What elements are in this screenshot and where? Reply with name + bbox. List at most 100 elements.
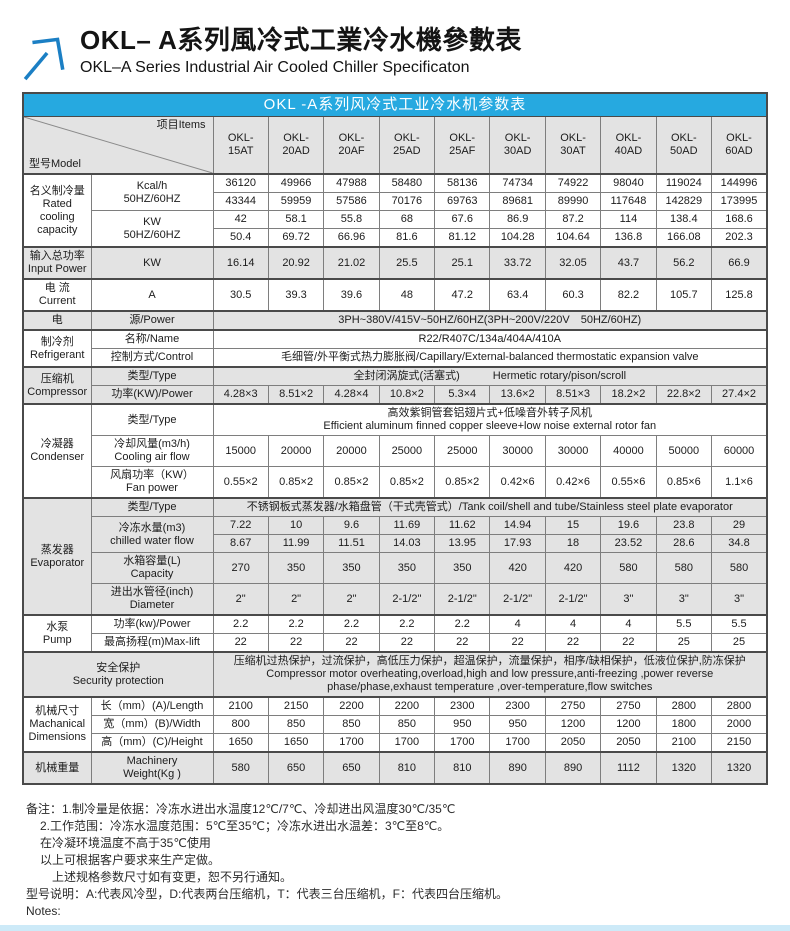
spec-value: 49966: [267, 173, 325, 193]
spec-value: 14.03: [378, 534, 436, 553]
spec-value: 22: [212, 633, 269, 653]
table-title-row: OKL -A系列风冷式工业冷水机参数表: [22, 92, 768, 117]
note-line: 以上可根据客户要求来生产定做。: [40, 853, 221, 867]
spec-value: 58136: [434, 173, 491, 193]
spec-value: 0.42×6: [544, 466, 602, 499]
spec-value: 15000: [212, 435, 269, 467]
spec-value: 22: [489, 633, 546, 653]
spec-row: 机械尺寸 Machanical Dimensions 长（mm）(A)/Lengt…: [22, 696, 768, 753]
spec-value: 59959: [267, 192, 325, 211]
spec-value: 420: [489, 552, 546, 584]
spec-value: 69.72: [267, 228, 325, 248]
row-item-label: 冷却风量(m3/h) Cooling air flow: [90, 435, 214, 467]
spec-span-value: 3PH~380V/415V~50HZ/60HZ(3PH~200V/220V 50…: [212, 310, 768, 331]
spec-value: 810: [434, 751, 491, 785]
spec-value: 850: [378, 715, 436, 734]
spec-value: 8.51×2: [267, 385, 325, 405]
spec-value: 2100: [212, 696, 269, 716]
spec-value: 69763: [434, 192, 491, 211]
row-item-label: 控制方式/Control: [90, 348, 214, 368]
spec-value: 70176: [378, 192, 436, 211]
spec-value: 136.8: [600, 228, 657, 248]
spec-value: 2750: [544, 696, 602, 716]
spec-value: 22: [378, 633, 436, 653]
spec-value: 43344: [212, 192, 269, 211]
spec-row: 冷却风量(m3/h) Cooling air flow 15000 20000 200…: [23, 435, 768, 467]
row-group-label: 压缩机 Compressor: [22, 366, 92, 405]
spec-value: 57586: [323, 192, 380, 211]
spec-value: 2100: [655, 733, 713, 753]
spec-value: 2300: [489, 696, 546, 716]
spec-value: 5.5: [655, 614, 713, 634]
spec-value: 1700: [378, 733, 436, 753]
spec-value: 10: [267, 516, 325, 535]
spec-value: 89990: [544, 192, 602, 211]
spec-value: 2800: [655, 696, 713, 716]
model-header: OKL- 20AD: [267, 116, 325, 175]
footer-accent-bar: [0, 925, 790, 931]
spec-value: 4: [489, 614, 546, 634]
spec-row: 高（mm）(C)/Height 1650 1650 1700 1700 1700 1700 2…: [23, 733, 768, 753]
spec-value: 55.8: [323, 210, 380, 229]
spec-value: 350: [378, 552, 436, 584]
spec-value: 81.12: [434, 228, 491, 248]
spec-table: OKL -A系列风冷式工业冷水机参数表 项目Items 型号Model OKL-…: [22, 92, 768, 785]
spec-value: 48: [378, 278, 436, 312]
spec-value: 2300: [434, 696, 491, 716]
titles: OKL– A系列風冷式工業冷水機參數表 OKL–A Series Industr…: [80, 24, 522, 79]
spec-value: 22: [434, 633, 491, 653]
row-group-label: 蒸发器 Evaporator: [22, 497, 92, 616]
spec-value: 114: [600, 210, 657, 229]
spec-value: 2-1/2": [489, 583, 546, 616]
spec-value: 1650: [212, 733, 269, 753]
spec-value: 22.8×2: [655, 385, 713, 405]
spec-span-value: 不锈钢板式蒸发器/水箱盘管（干式壳管式）/Tank coil/shell and…: [212, 497, 768, 517]
spec-value: 2000: [711, 715, 768, 734]
spec-value: 19.6: [600, 516, 657, 535]
spec-row: 冷冻水量(m3) chilled water flow 7.22 10 9.6 11.6…: [23, 516, 768, 553]
spec-value: 0.42×6: [489, 466, 546, 499]
row-item-label: 类型/Type: [90, 366, 214, 386]
spec-table-body: OKL -A系列风冷式工业冷水机参数表 项目Items 型号Model OKL-…: [22, 92, 768, 785]
spec-value: 580: [711, 552, 768, 584]
spec-row: KW 50HZ/60HZ 42 58.1 55.8 68 67.6 86.9 87.2 114 1…: [23, 210, 768, 248]
row-group-label: 安全保护 Security protection: [22, 651, 214, 698]
row-group-label: 机械尺寸 Machanical Dimensions: [22, 696, 92, 753]
spec-value: 0.85×6: [655, 466, 713, 499]
diagonal-divider: [24, 117, 213, 173]
model-header: OKL- 25AF: [434, 116, 491, 175]
row-item-label: 长（mm）(A)/Length: [90, 696, 214, 716]
spec-value: 0.85×2: [323, 466, 380, 499]
spec-value: 2150: [711, 733, 768, 753]
spec-value: 650: [267, 751, 325, 785]
spec-value: 3": [600, 583, 657, 616]
spec-value: 32.05: [544, 246, 602, 280]
spec-value: 104.64: [544, 228, 602, 248]
arrow-ne-icon: [22, 30, 68, 82]
spec-value: 270: [212, 552, 269, 584]
spec-value: 89681: [489, 192, 546, 211]
spec-value: 8.51×3: [544, 385, 602, 405]
spec-value: 138.4: [655, 210, 713, 229]
row-item-label: 水箱容量(L) Capacity: [90, 552, 214, 584]
row-item-label: 类型/Type: [90, 497, 214, 517]
spec-value: 3": [711, 583, 768, 616]
spec-span-value: 全封闭涡旋式(活塞式) Hermetic rotary/pison/scroll: [212, 366, 768, 386]
row-item-label: 功率(KW)/Power: [90, 385, 214, 405]
spec-value: 25: [655, 633, 713, 653]
spec-value: 18.2×2: [600, 385, 657, 405]
spec-value: 2-1/2": [434, 583, 491, 616]
spec-row: 风扇功率（KW） Fan power 0.55×2 0.85×2 0.85×2 0.85…: [23, 466, 768, 499]
spec-value: 2200: [323, 696, 380, 716]
spec-value: 17.93: [489, 534, 546, 553]
spec-value: 11.69: [378, 516, 436, 535]
row-item-label: KW: [90, 246, 214, 280]
spec-value: 20.92: [267, 246, 325, 280]
row-group-label: 电: [22, 310, 92, 331]
spec-value: 13.6×2: [489, 385, 546, 405]
spec-value: 0.85×2: [434, 466, 491, 499]
row-group-label: 冷凝器 Condenser: [22, 403, 92, 499]
spec-value: 1.1×6: [711, 466, 768, 499]
spec-row: 电源/Power 3PH~380V/415V~50HZ/60HZ(3PH~200V…: [22, 310, 768, 331]
spec-value: 30000: [489, 435, 546, 467]
